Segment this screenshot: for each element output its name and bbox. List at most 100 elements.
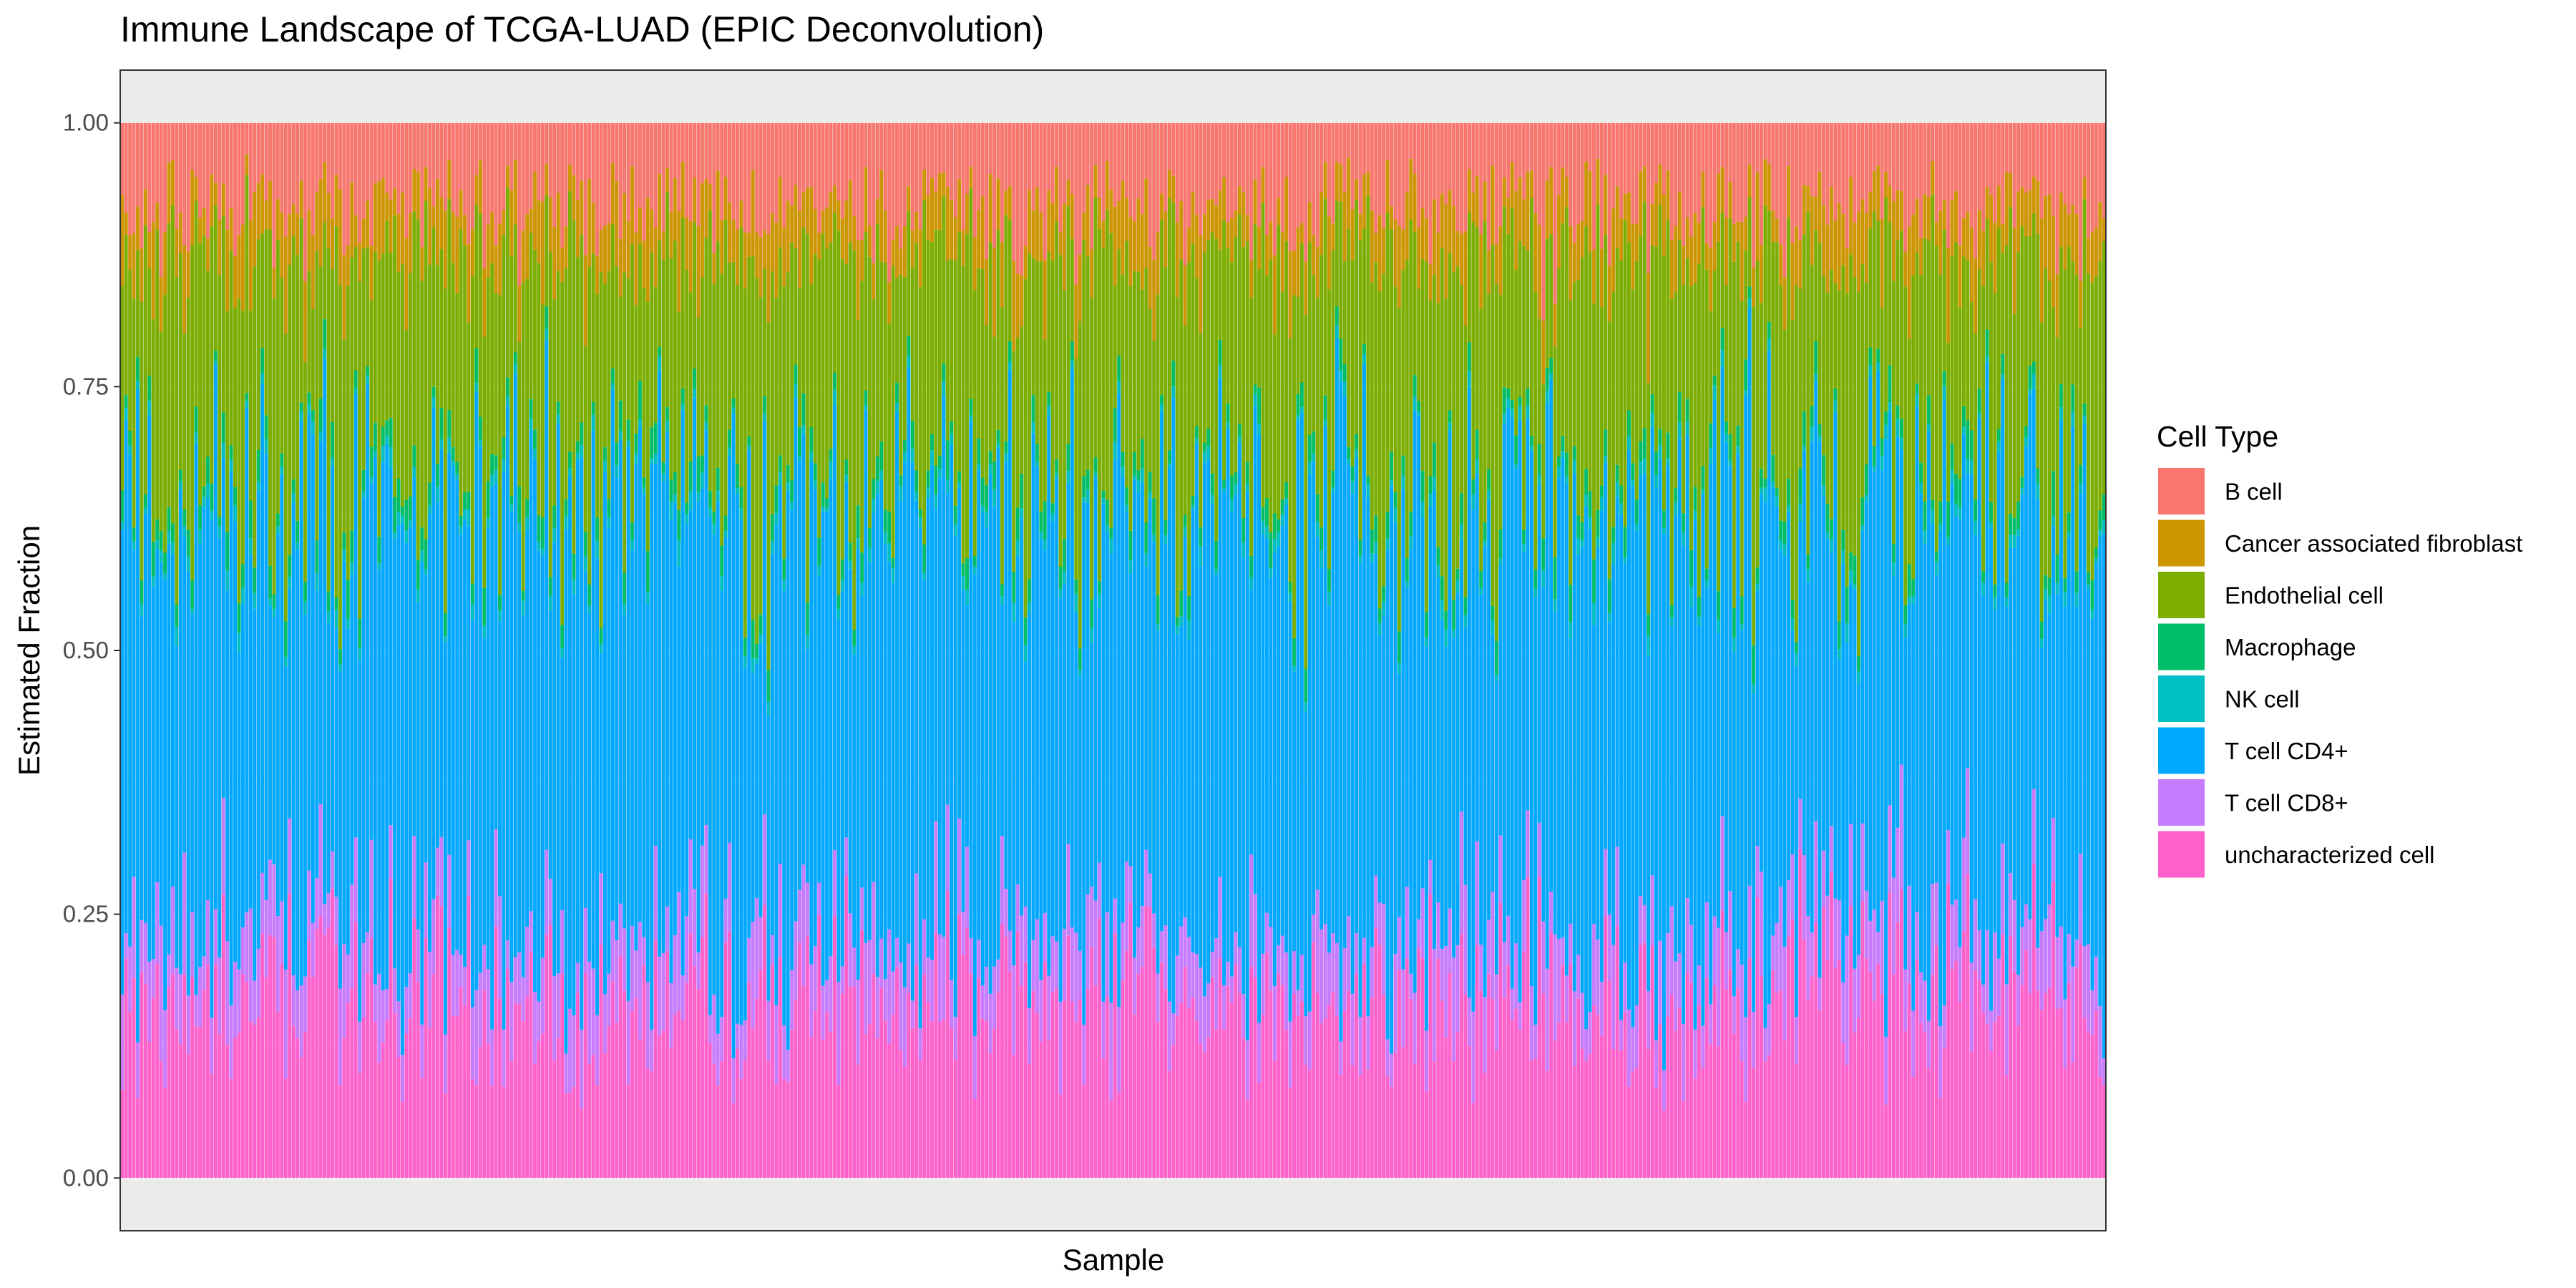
bar-segment [1214,1029,1219,1179]
bar-segment [1666,220,1670,433]
bar-segment [1868,365,1873,377]
bar-segment [358,122,362,243]
bar-segment [1837,122,1841,204]
bar-segment [147,232,152,268]
bar-segment [331,422,334,458]
bar-segment [529,233,533,399]
bar-segment [1682,1023,1686,1101]
bar-segment [1401,475,1405,489]
bar-segment [447,122,452,160]
bar-segment [1825,895,1830,960]
bar-segment [1307,202,1312,243]
bar-segment [1109,122,1113,190]
bar-segment [977,268,981,439]
bar-segment [778,455,782,472]
bar-segment [2055,582,2059,594]
bar-segment [2047,577,2051,595]
bar-segment [1058,588,1063,598]
bar-segment [1611,945,1616,1050]
bar-segment [198,505,202,530]
bar-segment [338,671,342,989]
bar-segment [825,980,829,1013]
bar-segment [1966,420,1970,459]
bar-segment [1148,246,1152,309]
bar-segment [575,452,580,461]
bar-segment [1128,902,1133,1179]
bar-segment [509,982,514,1062]
bar-segment [171,542,175,554]
bar-segment [848,180,852,243]
bar-segment [1615,248,1619,465]
bar-segment [615,122,619,181]
bar-segment [786,200,790,273]
bar-segment [1701,489,1705,494]
bar-segment [844,482,849,838]
bar-segment [205,484,210,499]
bar-segment [323,122,327,162]
bar-segment [743,638,747,656]
bar-segment [856,1064,860,1179]
bar-segment [470,1079,474,1179]
bar-segment [988,1053,992,1179]
bar-segment [393,215,397,497]
bar-segment [1814,821,1818,923]
bar-segment [685,916,689,983]
bar-segment [318,266,323,399]
bar-segment [1841,1043,1845,1179]
bar-segment [163,579,167,1010]
bar-segment [1845,122,1849,248]
bar-segment [821,985,825,1040]
bar-segment [696,501,701,953]
bar-segment [505,165,509,187]
bar-segment [459,534,463,955]
bar-segment [280,474,284,902]
bar-segment [1366,171,1370,195]
bar-segment [2024,950,2028,1179]
bar-segment [509,504,514,512]
bar-segment [1420,957,1425,1179]
bar-segment [1662,527,1666,535]
bar-segment [977,940,981,979]
bar-segment [1206,983,1211,1038]
bar-segment [680,975,685,1020]
bar-segment [1043,122,1047,260]
bar-segment [1853,1032,1857,1179]
bar-segment [1455,592,1460,946]
bar-segment [459,190,463,229]
bar-segment [1257,387,1261,424]
bar-segment [910,267,914,421]
bar-segment [2028,992,2032,1179]
bar-segment [1969,1051,1974,1179]
bar-segment [1160,404,1163,411]
bar-segment [256,182,260,240]
bar-segment [1549,167,1553,235]
bar-segment [420,527,424,551]
bar-segment [887,561,892,930]
bar-segment [1961,434,1966,838]
bar-segment [486,1044,490,1179]
bar-segment [1191,505,1195,510]
bar-segment [1202,1051,1206,1179]
bar-segment [774,1083,779,1179]
bar-segment [599,653,603,874]
bar-segment [1619,1020,1624,1050]
bar-segment [1269,221,1273,260]
bar-segment [902,462,907,987]
bar-segment [1549,892,1553,932]
bar-segment [1654,451,1658,475]
bar-segment [1568,300,1573,585]
bar-segment [428,505,432,514]
bar-segment [914,500,919,874]
bar-segment [1775,495,1779,507]
bar-segment [1093,165,1098,197]
bar-segment [1717,1046,1721,1179]
bar-segment [2063,592,2067,607]
bar-segment [755,122,759,233]
bar-segment [1160,962,1163,1179]
bar-segment [1825,292,1830,504]
bar-segment [1790,854,1795,919]
bar-segment [237,603,241,633]
bar-segment [353,837,358,922]
bar-segment [1763,501,1767,1028]
bar-segment [1822,495,1825,851]
